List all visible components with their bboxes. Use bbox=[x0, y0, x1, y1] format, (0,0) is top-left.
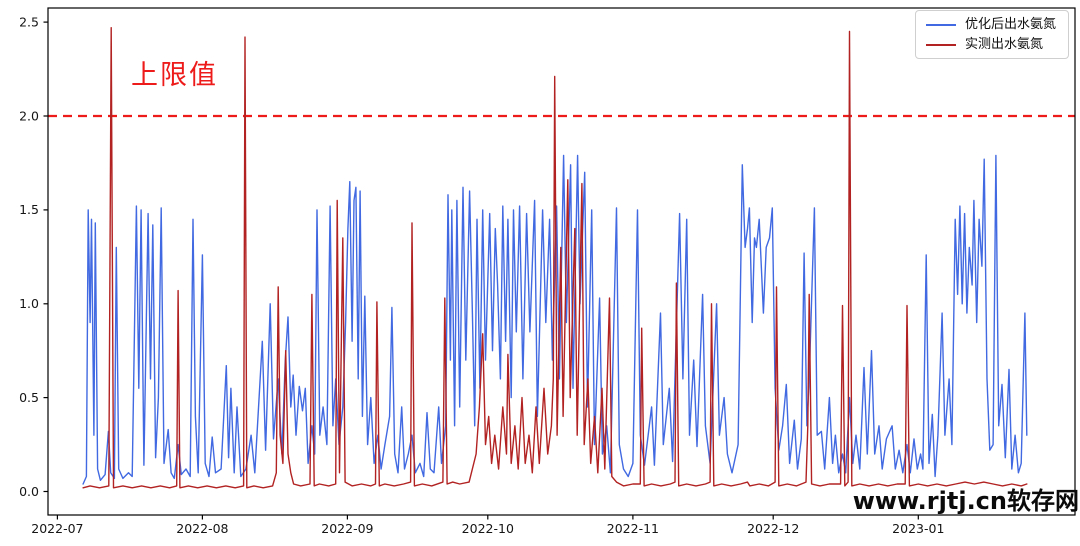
legend-label-measured: 实测出水氨氮 bbox=[964, 37, 1043, 52]
legend: 优化后出水氨氮 实测出水氨氮 bbox=[914, 10, 1069, 59]
y-tick-label: 0.0 bbox=[19, 484, 39, 499]
blue-line-swatch-icon bbox=[925, 23, 956, 26]
legend-label-optimized: 优化后出水氨氮 bbox=[964, 17, 1056, 32]
x-tick-label: 2022-12 bbox=[747, 521, 799, 536]
series-line-1 bbox=[82, 27, 1028, 489]
red-line-swatch-icon bbox=[925, 43, 956, 46]
y-tick-label: 0.5 bbox=[19, 390, 39, 405]
y-tick-label: 2.0 bbox=[19, 108, 39, 123]
x-tick-label: 2023-01 bbox=[892, 521, 944, 536]
watermark: www.rjtj.cn软存网 bbox=[852, 487, 1079, 515]
legend-item-measured: 实测出水氨氮 bbox=[925, 37, 1056, 52]
plot-frame bbox=[47, 7, 1076, 516]
x-tick-label: 2022-08 bbox=[176, 521, 228, 536]
x-tick-label: 2022-10 bbox=[462, 521, 514, 536]
upper-limit-label: 上限值 bbox=[131, 60, 218, 91]
y-tick-label: 1.5 bbox=[19, 202, 39, 217]
legend-item-optimized: 优化后出水氨氮 bbox=[925, 17, 1056, 32]
y-tick-label: 1.0 bbox=[19, 296, 39, 311]
x-tick-label: 2022-11 bbox=[607, 521, 659, 536]
y-tick-label: 2.5 bbox=[19, 14, 39, 29]
x-tick-label: 2022-09 bbox=[321, 521, 373, 536]
series-line-0 bbox=[82, 154, 1028, 485]
x-tick-label: 2022-07 bbox=[31, 521, 83, 536]
